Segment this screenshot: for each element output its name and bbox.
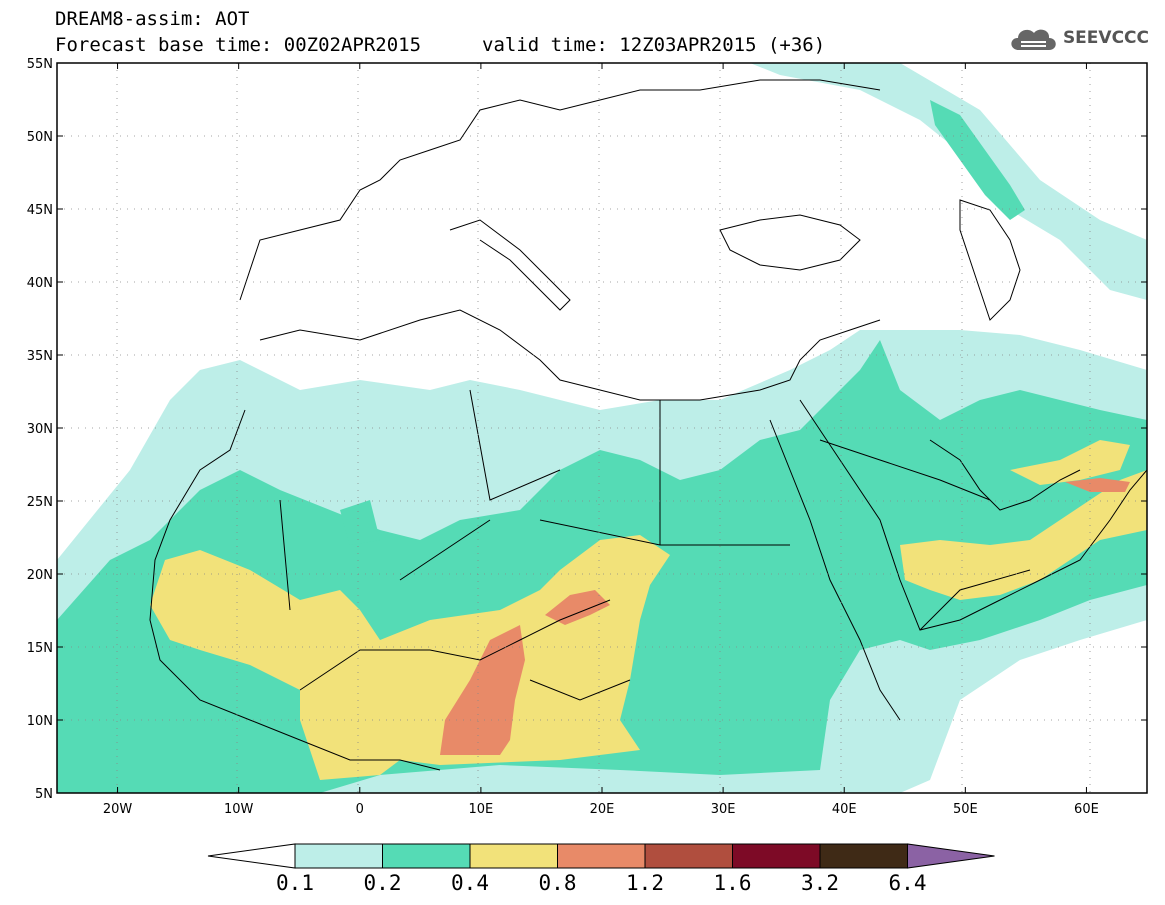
lat-tick-label: 50N [27, 130, 53, 145]
colorbar-segment [294, 843, 383, 869]
colorbar-arrow-right [907, 843, 995, 869]
colorbar-label: 0.1 [276, 871, 314, 895]
aot-contour-0.8-chad [545, 590, 610, 625]
lon-tick-label: 10E [469, 802, 494, 817]
aot-contour-0.4 [150, 535, 670, 780]
coastline-red-sea [769, 419, 901, 721]
lon-tick-label: 10W [224, 802, 254, 817]
colorbar-label: 1.6 [714, 871, 752, 895]
lat-tick-label: 15N [27, 641, 53, 656]
aot-field [57, 63, 1147, 793]
colorbar-segment [732, 843, 821, 869]
longitude-ticks: 20W 10W 0 10E 20E 30E 40E 50E 60E [103, 63, 1099, 817]
border-libya-egypt [539, 400, 790, 546]
coastline-italy [449, 219, 571, 311]
colorbar-segment [382, 843, 471, 869]
colorbar-segment [819, 843, 908, 869]
lat-tick-label: 20N [27, 568, 53, 583]
latitude-ticks: 55N 50N 45N 40N 35N 30N 25N 20N 15N 10N 5N [27, 57, 1147, 802]
colorbar-segment [644, 843, 733, 869]
coastline-caspian [959, 199, 1021, 321]
coastline-black-sea [719, 214, 861, 271]
coastlines [149, 79, 1147, 771]
aot-contour-0.4-gulf [1010, 440, 1130, 485]
cloud-icon [1011, 29, 1056, 50]
lon-tick-label: 20W [103, 802, 133, 817]
aot-contour-0.2-atlantic [340, 500, 380, 545]
grid [57, 63, 1147, 793]
aot-contour-0.8-gulf [1065, 478, 1130, 492]
lat-tick-label: 55N [27, 57, 53, 72]
colorbar: 0.1 0.2 0.4 0.8 1.2 1.6 3.2 6.4 [207, 843, 995, 895]
coastline-med [259, 309, 881, 401]
coastline-arabia [799, 399, 1147, 631]
lat-tick-label: 40N [27, 276, 53, 291]
border-arabia [819, 439, 1031, 631]
lon-tick-label: 50E [953, 802, 978, 817]
colorbar-label: 0.8 [539, 871, 577, 895]
map-title: DREAM8-assim: AOT [55, 8, 250, 30]
lon-tick-label: 30E [711, 802, 736, 817]
colorbar-label: 3.2 [801, 871, 839, 895]
lat-tick-label: 25N [27, 495, 53, 510]
colorbar-label: 0.2 [364, 871, 402, 895]
colorbar-arrow-left [207, 843, 296, 869]
lat-tick-label: 10N [27, 714, 53, 729]
colorbar-label: 0.4 [451, 871, 489, 895]
colorbar-label: 1.2 [626, 871, 664, 895]
lon-tick-label: 0 [356, 802, 364, 817]
coastline-gulf [929, 439, 1081, 511]
lat-tick-label: 30N [27, 422, 53, 437]
lat-tick-label: 45N [27, 203, 53, 218]
colorbar-segment [557, 843, 646, 869]
lon-tick-label: 20E [590, 802, 615, 817]
aot-contour-0.8 [440, 625, 525, 755]
lon-tick-label: 60E [1074, 802, 1099, 817]
border-algeria [279, 389, 561, 611]
border-sahel [299, 599, 631, 701]
aot-contour-0.2-ukraine [930, 100, 1025, 220]
lon-tick-label: 40E [832, 802, 857, 817]
coastline-africa-west [149, 409, 441, 771]
logo-text: SEEVCCC [1062, 28, 1149, 48]
coastline-europe [239, 79, 881, 301]
colorbar-label: 6.4 [889, 871, 927, 895]
valid-time: valid time: 12Z03APR2015 (+36) [482, 34, 826, 56]
lat-tick-label: 35N [27, 349, 53, 364]
colorbar-segment [469, 843, 558, 869]
seevccc-logo: SEEVCCC [1007, 24, 1149, 52]
forecast-base-time: Forecast base time: 00Z02APR2015 [55, 34, 422, 56]
lat-tick-label: 5N [35, 787, 53, 802]
